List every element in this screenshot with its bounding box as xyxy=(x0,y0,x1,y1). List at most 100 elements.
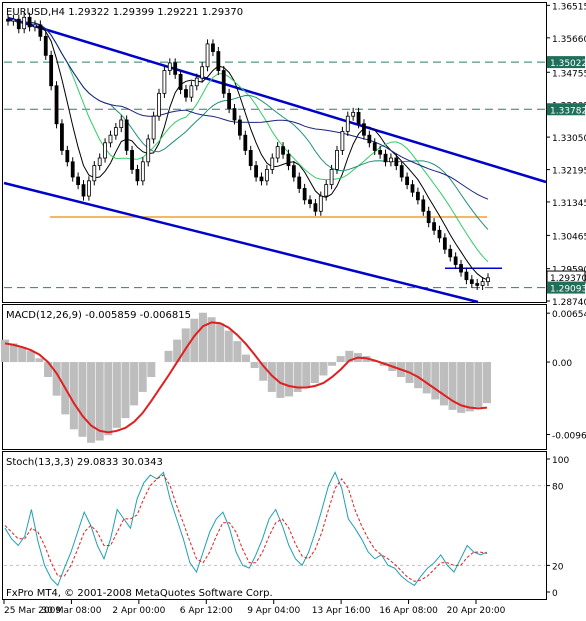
macd-tick-label: 0.00 xyxy=(552,359,572,369)
candle-body xyxy=(437,229,442,239)
candle-body xyxy=(362,123,366,136)
candle xyxy=(189,81,194,102)
macd-histogram-bar xyxy=(302,362,311,389)
macd-histogram-bar xyxy=(181,328,190,363)
candle-body xyxy=(49,54,54,87)
candle-body xyxy=(119,119,124,128)
macd-panel-title: MACD(12,26,9) -0.005859 -0.006815 xyxy=(6,310,191,321)
candle xyxy=(442,233,447,254)
candle-body xyxy=(146,138,151,163)
candle xyxy=(410,180,415,197)
candle-body xyxy=(6,18,10,22)
price-tick-label: 1.35660 xyxy=(552,35,586,45)
candle xyxy=(167,58,172,76)
candle xyxy=(297,172,302,193)
candle-body xyxy=(27,16,32,28)
candle-body xyxy=(65,150,70,163)
candle xyxy=(308,195,312,209)
candle xyxy=(60,119,64,155)
candle-body xyxy=(480,281,485,286)
macd-histogram-bar xyxy=(198,312,207,363)
candle-body xyxy=(16,18,21,30)
candle xyxy=(27,12,32,32)
macd-histogram-bar xyxy=(336,356,345,363)
price-tag-box xyxy=(547,103,585,116)
macd-histogram-bar xyxy=(173,339,182,363)
candle xyxy=(243,130,248,155)
candle-body xyxy=(308,199,312,205)
candle xyxy=(340,126,345,155)
candle-body xyxy=(22,16,27,30)
macd-histogram-bar xyxy=(87,362,96,443)
macd-tick-label: -0.00969 xyxy=(552,431,586,441)
candle xyxy=(480,277,485,290)
candle-body xyxy=(464,271,469,281)
candle xyxy=(22,12,27,34)
candle-body xyxy=(194,77,199,87)
candle xyxy=(302,183,307,205)
candle xyxy=(184,85,188,102)
candle-body xyxy=(469,279,474,284)
macd-histogram-bar xyxy=(9,343,18,363)
candle xyxy=(259,172,264,186)
candle-body xyxy=(340,130,345,151)
time-tick-label: 30 Mar 08:00 xyxy=(41,606,101,616)
candle xyxy=(238,115,242,140)
candle-body xyxy=(372,142,377,151)
candle xyxy=(86,176,91,201)
candle xyxy=(356,107,361,129)
macd-histogram-bar xyxy=(112,362,121,428)
candle xyxy=(11,14,16,26)
candle xyxy=(345,111,350,136)
candle xyxy=(383,149,388,167)
candle-body xyxy=(264,169,269,182)
candle xyxy=(146,134,151,167)
candle-body xyxy=(92,165,97,182)
candle xyxy=(275,142,280,163)
candle-body xyxy=(389,157,393,163)
candle-body xyxy=(157,92,161,117)
candle-body xyxy=(97,157,102,167)
candle-body xyxy=(243,134,248,151)
candle xyxy=(378,145,383,159)
candle xyxy=(432,218,436,235)
price-tick-label: 1.34755 xyxy=(552,69,586,79)
candle-body xyxy=(394,157,399,167)
candle-body xyxy=(33,24,37,28)
candle-body xyxy=(399,165,404,178)
candle xyxy=(453,252,458,270)
price-panel-title: EURUSD,H4 1.29322 1.29399 1.29221 1.2937… xyxy=(6,7,243,18)
macd-histogram-bar xyxy=(474,362,483,407)
macd-histogram-bar xyxy=(250,362,259,369)
time-tick-label: 13 Apr 16:00 xyxy=(312,606,371,616)
price-tag-label: 1.35022 xyxy=(550,59,586,69)
candle xyxy=(437,225,442,243)
macd-histogram-bar xyxy=(130,362,139,406)
candle xyxy=(92,161,97,186)
macd-histogram-bar xyxy=(448,362,457,410)
macd-histogram-bar xyxy=(224,330,233,363)
copyright-text: FxPro MT4, © 2001-2008 MetaQuotes Softwa… xyxy=(6,588,273,599)
stoch-panel-title: Stoch(13,3,3) 29.0833 30.0343 xyxy=(6,457,163,468)
candle-body xyxy=(232,108,237,121)
candle-body xyxy=(259,176,264,182)
candle-body xyxy=(367,134,372,144)
candle-body xyxy=(378,150,383,155)
stoch-panel-frame xyxy=(2,451,547,600)
macd-histogram-bar xyxy=(104,362,113,436)
candle-body xyxy=(135,169,140,182)
candle xyxy=(194,73,199,91)
channel-lower-line xyxy=(3,181,479,304)
candle xyxy=(43,31,48,60)
macd-histogram-bar xyxy=(328,362,337,366)
candle-body xyxy=(205,43,210,68)
candle-body xyxy=(475,283,480,286)
candle-body xyxy=(86,180,91,197)
candle xyxy=(65,145,70,167)
macd-histogram-bar xyxy=(465,362,474,412)
price-tag-label: 1.29370 xyxy=(550,274,586,284)
candle xyxy=(33,20,37,32)
price-tick-label: 1.31345 xyxy=(552,199,586,209)
